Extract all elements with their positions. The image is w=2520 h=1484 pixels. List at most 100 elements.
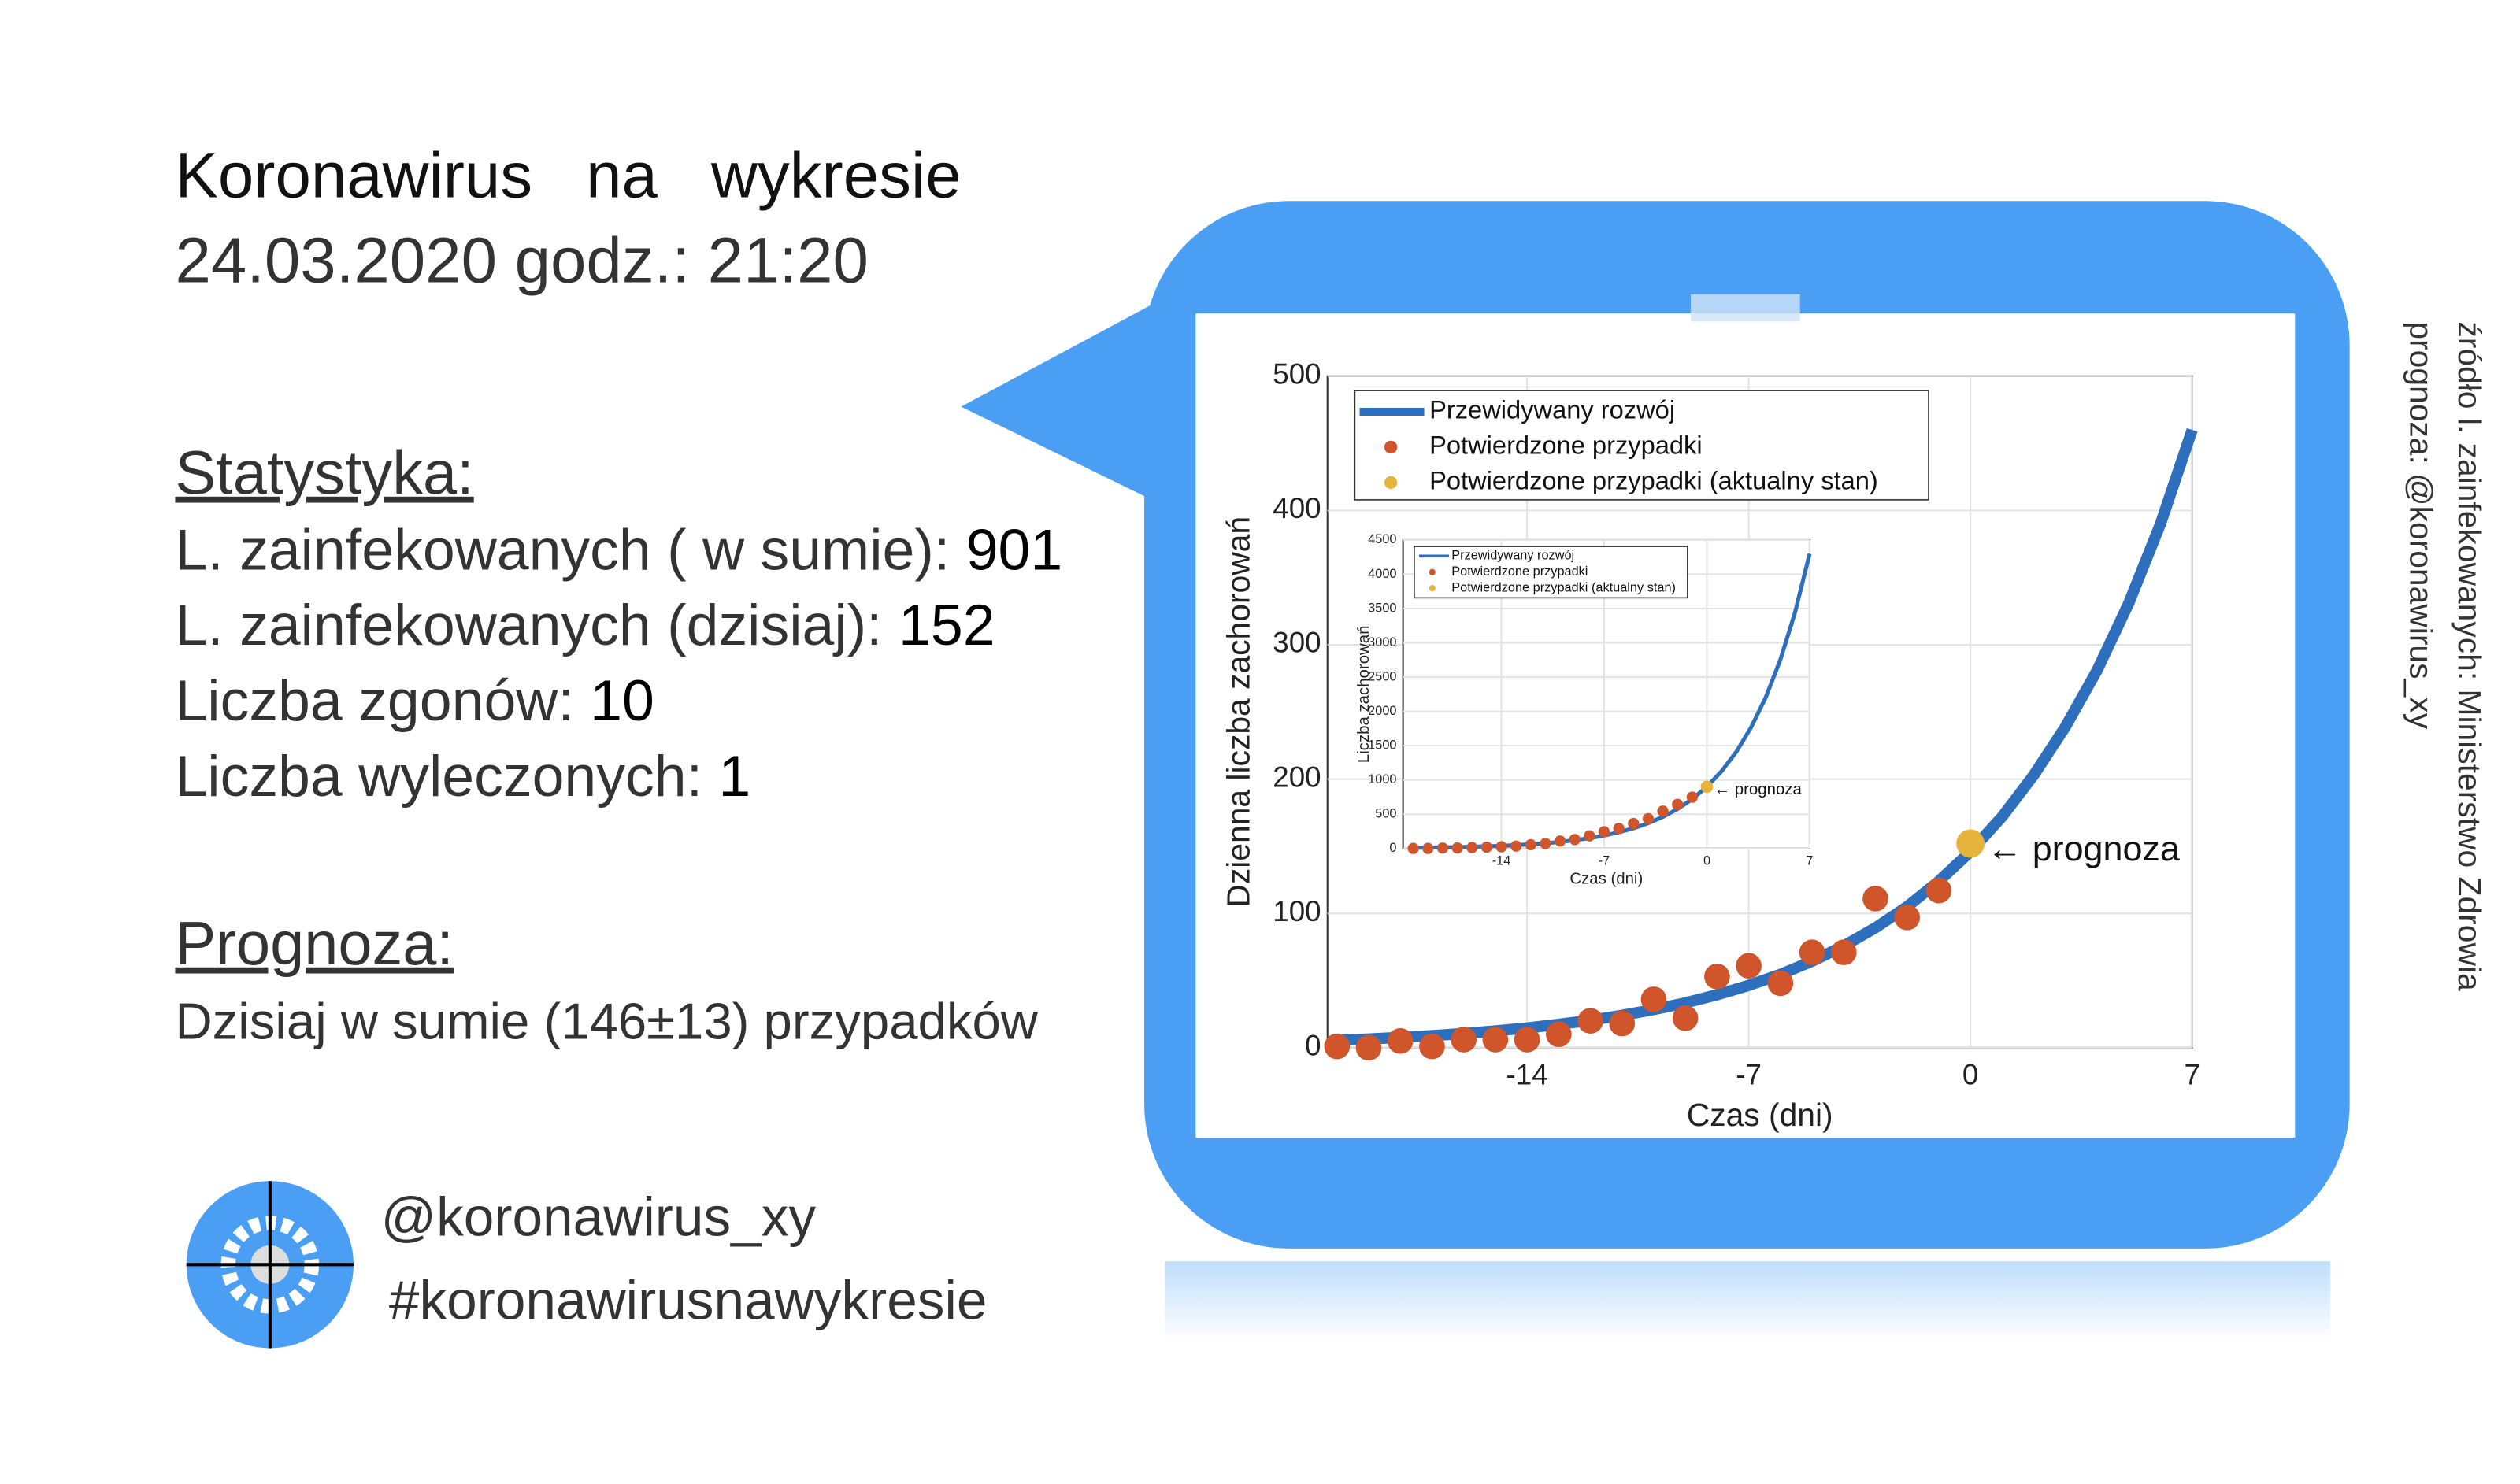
data-point <box>1628 817 1640 830</box>
legend-label: Potwierdzone przypadki <box>1429 431 1703 460</box>
y-tick-label: 3500 <box>1368 601 1396 615</box>
fit-line <box>1413 553 1812 850</box>
y-tick-label: 3000 <box>1368 635 1396 649</box>
y-axis-label: Liczba zachorowań <box>1355 626 1373 764</box>
title: Koronawirus na wykresie <box>175 139 961 211</box>
y-axis-label: Dzienna liczba zachorowań <box>1220 516 1256 908</box>
data-point <box>1862 886 1888 912</box>
stat-value: 901 <box>966 517 1063 583</box>
data-point <box>1672 798 1684 810</box>
x-tick-label: -7 <box>1736 1058 1762 1090</box>
data-point <box>1799 939 1825 966</box>
stat-label: Liczba wyleczonych: <box>175 743 718 809</box>
data-point <box>1925 877 1952 904</box>
source: źródło l. zainfekowanych: Ministerstwo Z… <box>2451 321 2488 991</box>
legend <box>1354 390 1929 501</box>
y-tick-label: 1500 <box>1368 738 1396 752</box>
data-point <box>1767 970 1794 997</box>
data-point <box>1540 838 1551 849</box>
handle: @koronawirus_xy <box>381 1186 817 1248</box>
data-point <box>1482 1027 1509 1053</box>
data-point <box>1510 840 1522 852</box>
legend-swatch <box>1384 476 1398 490</box>
data-point <box>1598 826 1610 838</box>
data-point <box>1569 834 1581 846</box>
data-point <box>1466 842 1478 853</box>
forecast-heading: Prognoza: <box>175 910 454 978</box>
data-point <box>1956 829 1985 858</box>
data-point <box>1613 823 1625 835</box>
legend-swatch <box>1429 568 1436 575</box>
data-point <box>1422 842 1434 854</box>
y-tick-label: 400 <box>1273 492 1321 524</box>
stat-label: L. zainfekowanych (dzisiaj): <box>175 593 899 658</box>
fit-line <box>1336 427 2198 1046</box>
y-tick-label: 200 <box>1273 761 1321 793</box>
x-tick-label: 0 <box>1703 853 1710 868</box>
stats-heading: Statystyka: <box>175 439 473 507</box>
data-point <box>1640 986 1667 1012</box>
data-point <box>1700 780 1714 794</box>
x-tick-label: -14 <box>1492 853 1511 868</box>
x-tick-label: 7 <box>1806 853 1813 868</box>
data-point <box>1480 841 1493 853</box>
x-tick-label: 0 <box>1962 1058 1978 1090</box>
legend-swatch <box>1384 440 1398 454</box>
data-point <box>1451 842 1463 854</box>
data-point <box>1830 939 1857 966</box>
data-point <box>1686 791 1698 803</box>
legend-swatch <box>1429 585 1436 592</box>
data-point <box>1704 964 1730 990</box>
data-point <box>1387 1027 1414 1054</box>
data-point <box>1451 1027 1477 1053</box>
stat-label: Liczba zgonów: <box>175 668 590 734</box>
annotation: ← prognoza <box>1714 781 1803 798</box>
data-point <box>1736 953 1762 979</box>
hashtag: #koronawirusnawykresie <box>389 1270 988 1331</box>
logo <box>186 1181 354 1349</box>
bubble-pointer <box>961 297 1166 507</box>
y-tick-label: 500 <box>1375 807 1396 821</box>
legend-label: Potwierdzone przypadki (aktualny stan) <box>1451 580 1676 594</box>
data-point <box>1672 1005 1699 1031</box>
data-point <box>1495 841 1507 853</box>
data-point <box>1407 842 1419 854</box>
stat-line: L. zainfekowanych (dzisiaj): 152 <box>175 593 995 658</box>
data-point <box>1514 1027 1540 1053</box>
data-point <box>1609 1010 1636 1037</box>
x-tick-label: -14 <box>1506 1058 1548 1090</box>
data-point <box>1584 830 1595 842</box>
legend-label: Przewidywany rozwój <box>1451 549 1574 563</box>
author: prognoza: @koronawirus_xy <box>2403 321 2440 729</box>
data-point <box>1657 805 1669 817</box>
y-tick-label: 2500 <box>1368 669 1396 683</box>
stat-value: 10 <box>590 668 654 734</box>
y-tick-label: 1000 <box>1368 772 1396 786</box>
data-point <box>1324 1033 1351 1060</box>
data-point <box>1554 835 1566 847</box>
legend-label: Potwierdzone przypadki (aktualny stan) <box>1429 465 1878 494</box>
y-tick-label: 4500 <box>1368 532 1396 546</box>
reflection <box>1165 1261 2331 1342</box>
y-tick-label: 0 <box>1305 1030 1321 1062</box>
y-tick-label: 2000 <box>1368 704 1396 718</box>
stat-value: 1 <box>718 743 750 809</box>
forecast-text: Dzisiaj w sumie (146±13) przypadków <box>175 992 1038 1049</box>
data-point <box>1894 904 1921 931</box>
y-tick-label: 300 <box>1273 627 1321 659</box>
data-point <box>1545 1021 1572 1048</box>
data-point <box>1525 838 1536 851</box>
y-tick-label: 500 <box>1273 357 1321 390</box>
x-tick-label: 7 <box>2184 1058 2199 1090</box>
data-point <box>1436 842 1449 854</box>
y-tick-label: 4000 <box>1368 567 1396 581</box>
stat-line: Liczba zgonów: 10 <box>175 668 654 734</box>
legend-label: Potwierdzone przypadki <box>1451 564 1588 579</box>
tape <box>1690 294 1800 322</box>
stat-value: 152 <box>899 593 995 658</box>
x-tick-label: -7 <box>1599 853 1610 868</box>
x-axis-label: Czas (dni) <box>1569 870 1643 887</box>
y-tick-label: 0 <box>1389 841 1396 855</box>
legend <box>1414 546 1688 599</box>
date: 24.03.2020 godz.: 21:20 <box>175 225 869 297</box>
